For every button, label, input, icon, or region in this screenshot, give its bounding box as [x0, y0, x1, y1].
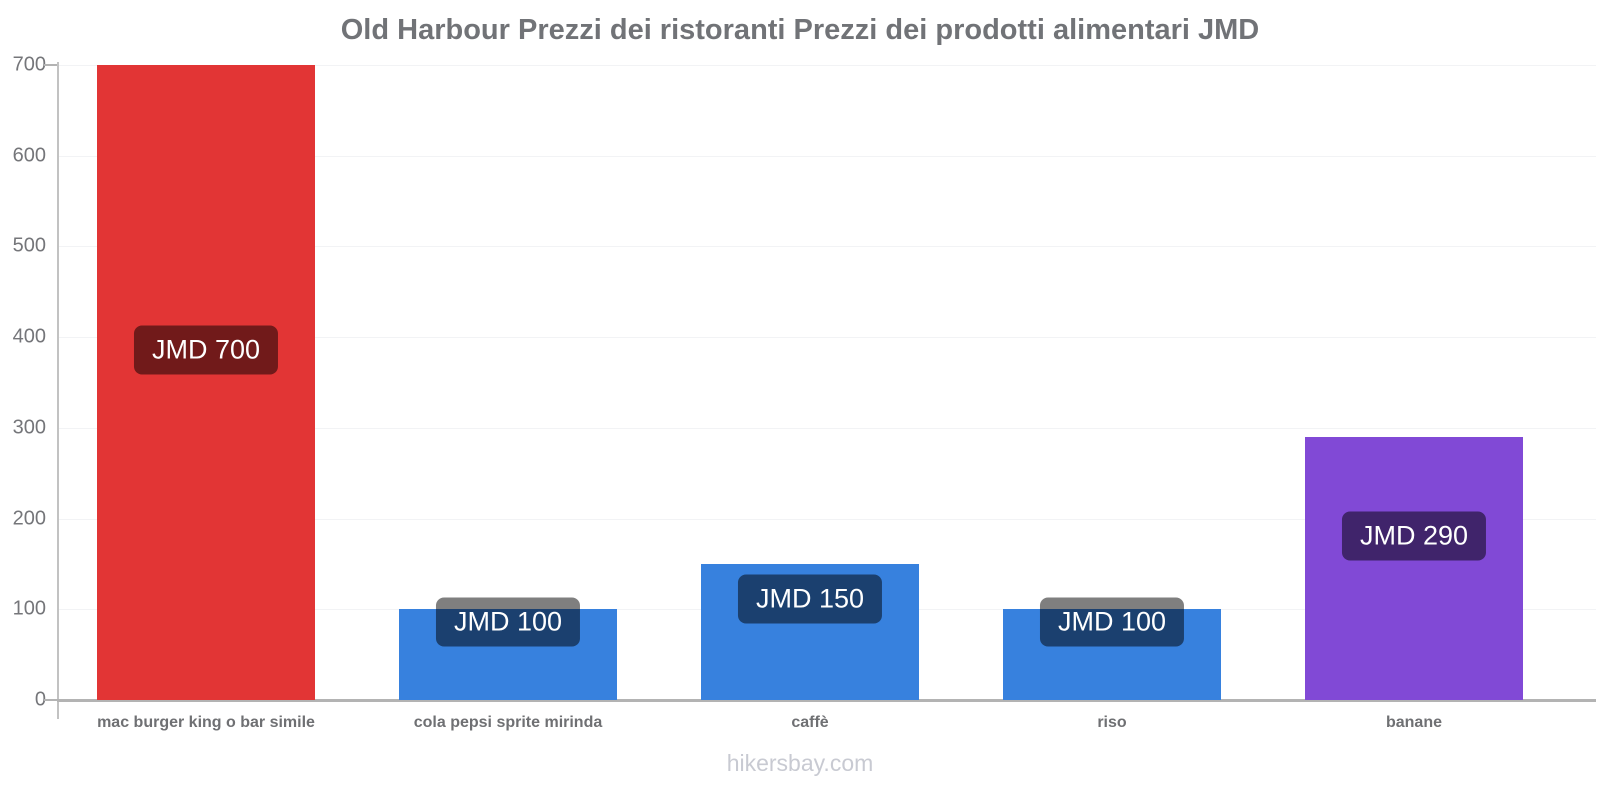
bar-value-label-4: JMD 100 [1039, 597, 1185, 647]
watermark: hikersbay.com [726, 750, 874, 776]
x-category-label-2: cola pepsi sprite mirinda [413, 714, 603, 731]
bar-5 [1305, 436, 1523, 700]
gridline-500 [57, 246, 1596, 248]
y-tick-label-100: 100 [12, 597, 46, 620]
y-tick-0 [44, 699, 57, 701]
bar-value-label-5: JMD 290 [1341, 511, 1487, 561]
bar-value-label-2: JMD 100 [435, 597, 581, 647]
bar-value-label-3: JMD 150 [737, 574, 883, 624]
y-tick-label-700: 700 [12, 53, 46, 76]
x-category-label-4: riso [1097, 714, 1127, 731]
y-tick-label-200: 200 [12, 507, 46, 530]
y-tick-700 [44, 64, 57, 66]
gridline-600 [57, 155, 1596, 157]
bar-1 [97, 65, 315, 700]
gridline-300 [57, 427, 1596, 429]
chart-title: Old Harbour Prezzi dei ristoranti Prezzi… [340, 14, 1260, 46]
gridline-400 [57, 337, 1596, 339]
gridline-700 [57, 65, 1596, 66]
x-category-label-5: banane [1385, 714, 1442, 731]
y-tick-label-500: 500 [12, 234, 46, 257]
bar-value-label-1: JMD 700 [133, 325, 279, 375]
y-tick-label-600: 600 [12, 144, 46, 167]
x-category-label-3: caffè [791, 714, 829, 731]
x-axis-line [57, 699, 1596, 702]
y-tick-label-0: 0 [34, 688, 46, 711]
y-tick-label-300: 300 [12, 416, 46, 439]
x-category-label-1: mac burger king o bar simile [97, 714, 315, 731]
y-axis-line [57, 62, 59, 719]
y-tick-label-400: 400 [12, 325, 46, 348]
gridline-200 [57, 518, 1596, 520]
